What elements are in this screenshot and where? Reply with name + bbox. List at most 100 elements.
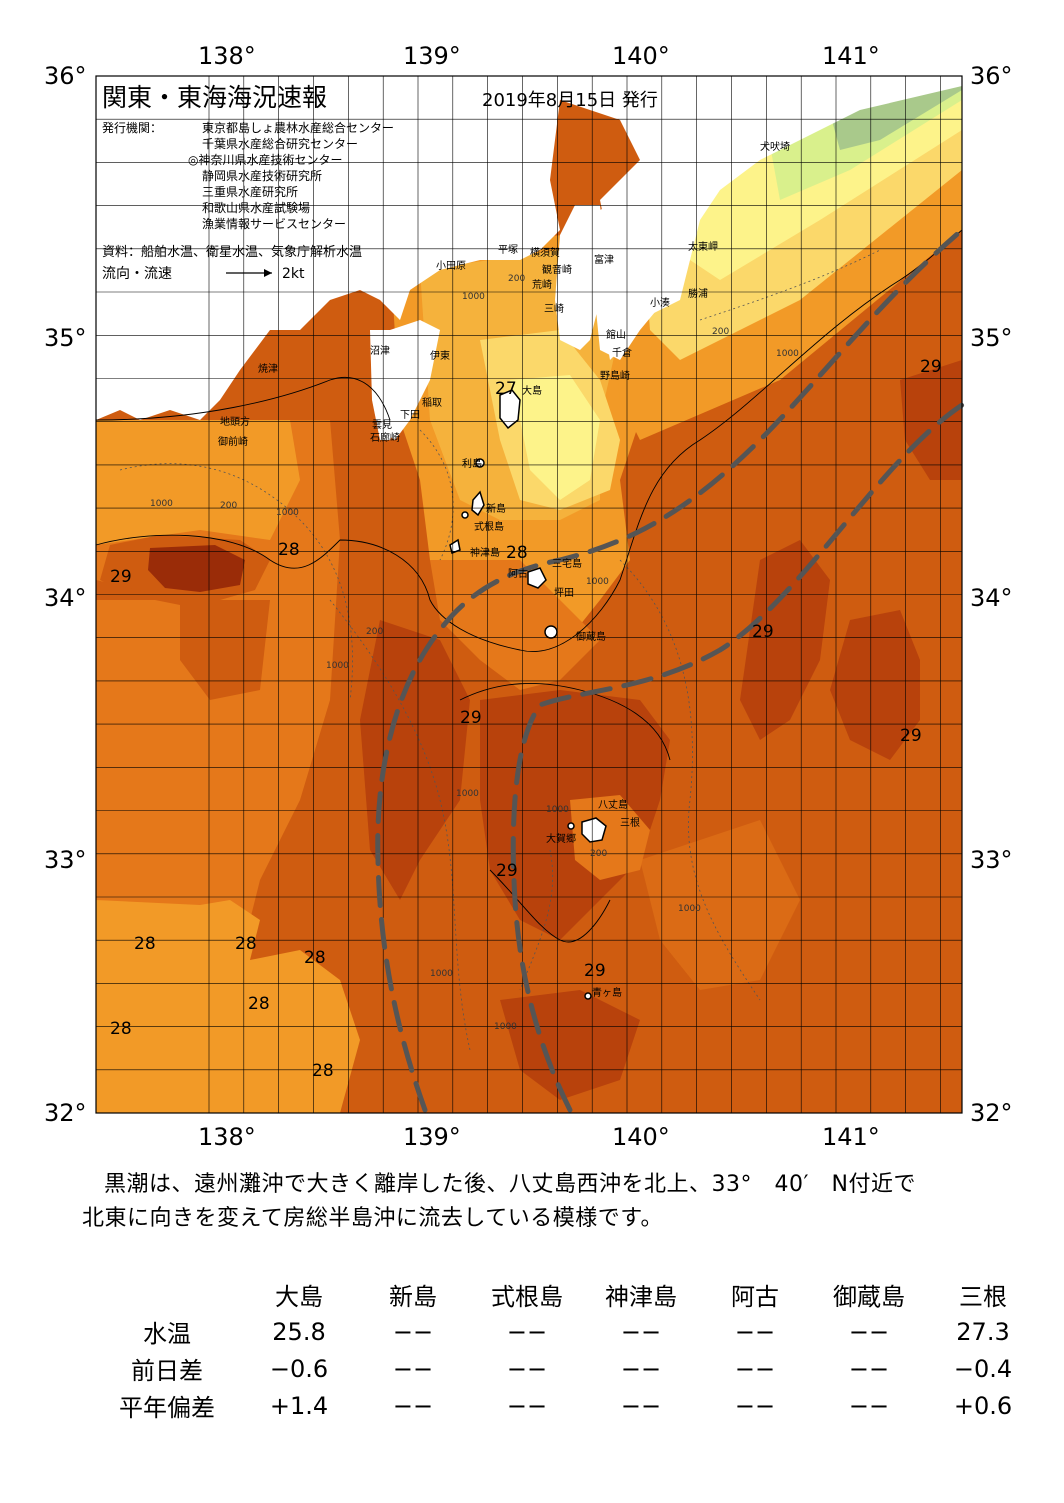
publisher-1: 東京都島しょ農林水産総合センター [202,120,394,135]
place-inatori: 稲取 [422,397,442,409]
table-cell: −− [506,1354,548,1383]
place-ako: 阿古 [508,567,528,580]
depth-label: 1000 [430,969,453,979]
depth-label: 1000 [150,499,173,509]
row-label: 平年偏差 [119,1394,215,1422]
summary-line-2: 北東に向きを変えて房総半島沖に流去している模様です。 [82,1206,664,1231]
lat-tick-32-left: 32° [44,1099,87,1127]
place-shikinejima: 式根島 [474,520,504,533]
place-miyakejima: 三宅島 [552,557,582,570]
temp-label: 28 [134,934,156,954]
longitude-labels-top: 138° 139° 140° 141° [198,42,880,70]
kuroshio-path [375,227,965,1113]
place-shimoda: 下田 [400,410,420,421]
place-hachijojima: 八丈島 [598,798,628,811]
temp-label: 28 [110,1019,132,1039]
temp-label: 29 [110,567,132,587]
depth-label: 1000 [462,292,485,302]
temp-label: 27 [495,379,517,399]
place-hiratsuka: 平塚 [498,244,518,256]
col-shikinejima: 式根島 [491,1283,563,1311]
place-mitsune: 三根 [620,816,640,829]
place-inubosaki: 犬吠埼 [760,140,790,153]
publisher-4: 静岡県水産技術研究所 [202,168,322,183]
place-tsubota: 坪田 [554,586,574,599]
temp-label: 28 [312,1061,334,1081]
table-row: 水温 25.8 −− −− −− −− −− 27.3 [92,1313,1040,1350]
depth-label: 200 [590,849,607,859]
summary-line-1: 黒潮は、遠州灘沖で大きく離岸した後、八丈島西沖を北上、33° 40′ N付近で [104,1172,916,1197]
publisher-label: 発行機関： [102,120,162,135]
lon-tick-141-top: 141° [822,42,880,70]
col-niijima: 新島 [389,1283,437,1311]
table-cell: −− [620,1317,662,1346]
latitude-labels-right: 36° 35° 34° 33° 32° [970,62,1013,1127]
table-cell: −− [734,1317,776,1346]
lat-tick-35-right: 35° [970,324,1013,352]
place-tateyama: 館山 [606,328,626,341]
place-names: 犬吠埼 太東岬 勝浦 小湊 富津 横須賀 観音崎 荒崎 三崎 館山 千倉 野島崎… [218,140,790,999]
place-toshima: 利島 [462,457,482,470]
temp-label: 28 [248,994,270,1014]
flow-legend-label: 流向・流速 [102,266,172,282]
lon-tick-139-top: 139° [403,42,461,70]
sea-temperature-map: 138° 139° 140° 141° 138° 139° 140° 141° … [44,42,1013,1151]
table-cell: −− [620,1391,662,1420]
depth-label: 200 [366,627,383,637]
issue-date: 2019年8月15日 発行 [482,90,658,111]
place-mikurajima: 御蔵島 [576,630,606,643]
map-frame [95,75,963,1114]
depth-label: 1000 [678,904,701,914]
table-cell: −− [392,1317,434,1346]
lon-tick-138-top: 138° [198,42,256,70]
table-cell: −− [506,1317,548,1346]
table-cell: 27.3 [956,1317,1010,1346]
place-oshima: 大島 [522,384,542,397]
place-yokosuka: 横須賀 [530,246,560,259]
boso-peninsula [595,175,700,360]
depth-labels: 200 1000 200 1000 1000 200 1000 200 1000… [150,274,799,1032]
place-futtsu: 富津 [594,253,614,266]
depth-label: 1000 [776,349,799,359]
table-cell: +0.6 [953,1391,1013,1420]
table-cell: −0.4 [953,1354,1013,1383]
kuroshio-inner-edge [375,227,965,1113]
col-mikurajima: 御蔵島 [833,1283,905,1311]
col-mitsune: 三根 [959,1283,1007,1311]
table-cell: −− [506,1391,548,1420]
depth-label: 1000 [494,1022,517,1032]
place-kozushima: 神津島 [470,546,500,559]
publisher-6: 和歌山県水産試験場 [202,200,310,215]
table-cell: −− [620,1354,662,1383]
table-row: 平年偏差 +1.4 −− −− −− −− −− +0.6 [92,1387,1040,1424]
depth-label: 1000 [326,661,349,671]
lat-tick-32-right: 32° [970,1099,1013,1127]
place-odawara: 小田原 [436,260,466,272]
lat-tick-33-right: 33° [970,846,1013,874]
depth-contours [119,249,881,1051]
depth-label: 1000 [586,577,609,587]
islands [449,389,607,1000]
place-nojimazaki: 野島崎 [600,369,630,382]
table-cell: −0.6 [269,1354,329,1383]
depth-label: 1000 [276,508,299,518]
lat-tick-33-left: 33° [44,846,87,874]
table-header-row: 大島 新島 式根島 神津島 阿古 御蔵島 三根 [92,1276,1040,1313]
temp-label: 28 [304,948,326,968]
table-cell: −− [848,1317,890,1346]
place-misaki: 三崎 [544,302,564,315]
place-arasaki: 荒崎 [532,278,552,291]
latitude-labels-left: 36° 35° 34° 33° 32° [44,62,87,1127]
temp-label: 28 [235,934,257,954]
depth-label: 200 [712,327,729,337]
depth-label: 200 [220,501,237,511]
table-cell: +1.4 [269,1391,329,1420]
col-kozushima: 神津島 [605,1283,677,1311]
longitude-labels-bottom: 138° 139° 140° 141° [198,1123,880,1151]
place-chikura: 千倉 [612,346,632,359]
place-okago: 大賀郷 [546,832,576,845]
place-niijima: 新島 [486,502,506,515]
place-taitomisaki: 太東岬 [688,240,718,253]
map-header: 関東・東海海況速報 2019年8月15日 発行 発行機関： 東京都島しょ農林水産… [102,83,658,282]
lat-tick-36-left: 36° [44,62,87,90]
